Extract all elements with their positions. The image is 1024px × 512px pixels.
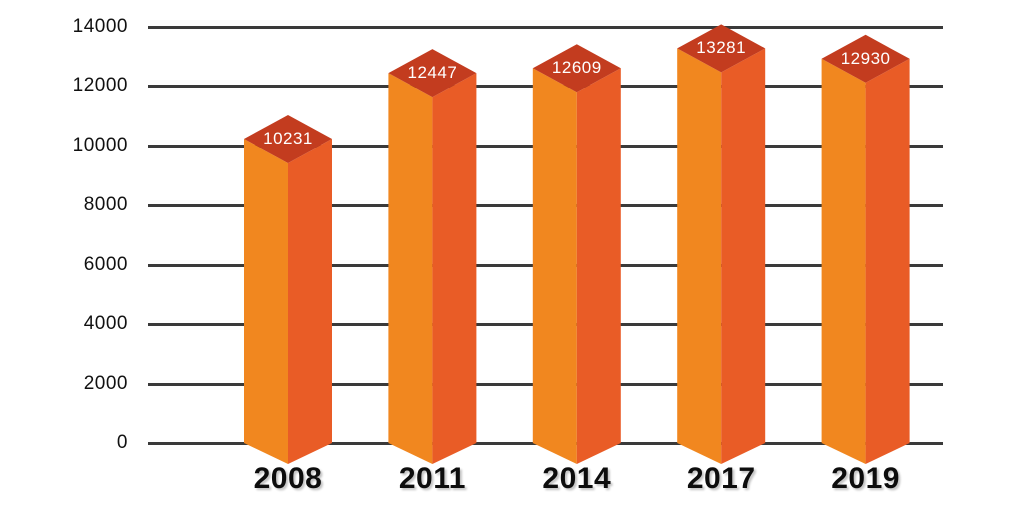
bar-right-face: [576, 68, 621, 465]
bar-right-face: [288, 139, 332, 464]
bar-top-cap: [244, 115, 332, 163]
bar-top-cap: [821, 34, 910, 83]
bar-left-face: [388, 73, 433, 464]
bar-left-face: [677, 48, 722, 465]
bar-top-cap: [532, 44, 621, 93]
bar-left-face: [244, 139, 288, 464]
bar-top-cap: [677, 24, 766, 73]
bar-right-face: [432, 73, 477, 464]
bar-left-face: [532, 68, 577, 465]
bar-left-face: [821, 58, 866, 465]
bar-top-cap: [388, 49, 477, 98]
bar-right-face: [865, 58, 910, 465]
bar-right-face: [721, 48, 766, 465]
